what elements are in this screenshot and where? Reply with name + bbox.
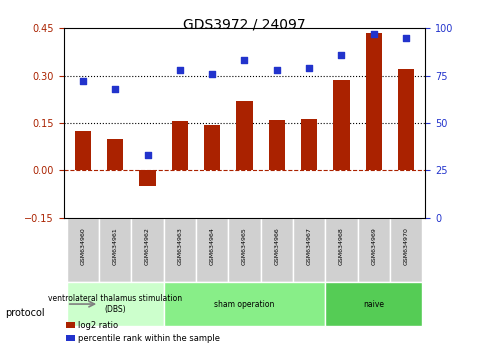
FancyBboxPatch shape <box>163 282 325 326</box>
FancyBboxPatch shape <box>325 218 357 282</box>
Text: naive: naive <box>363 299 384 309</box>
FancyBboxPatch shape <box>163 218 196 282</box>
Legend: log2 ratio, percentile rank within the sample: log2 ratio, percentile rank within the s… <box>63 318 223 346</box>
Text: GSM634965: GSM634965 <box>242 227 246 265</box>
FancyBboxPatch shape <box>67 282 163 326</box>
Text: GSM634969: GSM634969 <box>370 227 375 265</box>
Text: GSM634966: GSM634966 <box>274 227 279 265</box>
FancyBboxPatch shape <box>389 218 421 282</box>
FancyBboxPatch shape <box>67 218 99 282</box>
Point <box>111 86 119 92</box>
Bar <box>333 80 349 170</box>
FancyBboxPatch shape <box>260 218 292 282</box>
Text: sham operation: sham operation <box>214 299 274 309</box>
Bar <box>397 69 413 170</box>
Text: GSM634968: GSM634968 <box>338 227 343 265</box>
Bar <box>75 131 91 170</box>
Text: GSM634963: GSM634963 <box>177 227 182 265</box>
FancyBboxPatch shape <box>325 282 421 326</box>
Text: GSM634964: GSM634964 <box>209 227 214 265</box>
Text: GSM634961: GSM634961 <box>113 227 118 265</box>
Bar <box>301 119 317 170</box>
Text: GSM634967: GSM634967 <box>306 227 311 265</box>
FancyBboxPatch shape <box>228 218 260 282</box>
Point <box>337 52 345 58</box>
FancyBboxPatch shape <box>196 218 228 282</box>
Point <box>369 31 377 37</box>
Point <box>208 71 216 76</box>
Bar <box>268 120 285 170</box>
Point <box>401 35 409 41</box>
Point <box>176 67 183 73</box>
Text: GSM634970: GSM634970 <box>403 227 407 265</box>
Bar <box>203 125 220 170</box>
Text: GSM634960: GSM634960 <box>81 227 85 265</box>
FancyBboxPatch shape <box>99 218 131 282</box>
Text: protocol: protocol <box>5 308 44 318</box>
Point <box>305 65 312 71</box>
Bar <box>171 121 187 170</box>
Bar <box>236 101 252 170</box>
Point <box>143 152 151 158</box>
FancyBboxPatch shape <box>292 218 325 282</box>
FancyBboxPatch shape <box>131 218 163 282</box>
FancyBboxPatch shape <box>357 218 389 282</box>
Text: GDS3972 / 24097: GDS3972 / 24097 <box>183 18 305 32</box>
Text: ventrolateral thalamus stimulation
(DBS): ventrolateral thalamus stimulation (DBS) <box>48 295 182 314</box>
Bar <box>107 139 123 170</box>
Point <box>240 58 248 63</box>
Bar <box>365 33 381 170</box>
Point <box>272 67 280 73</box>
Point <box>79 79 87 84</box>
Text: GSM634962: GSM634962 <box>145 227 150 265</box>
Bar <box>139 170 155 186</box>
